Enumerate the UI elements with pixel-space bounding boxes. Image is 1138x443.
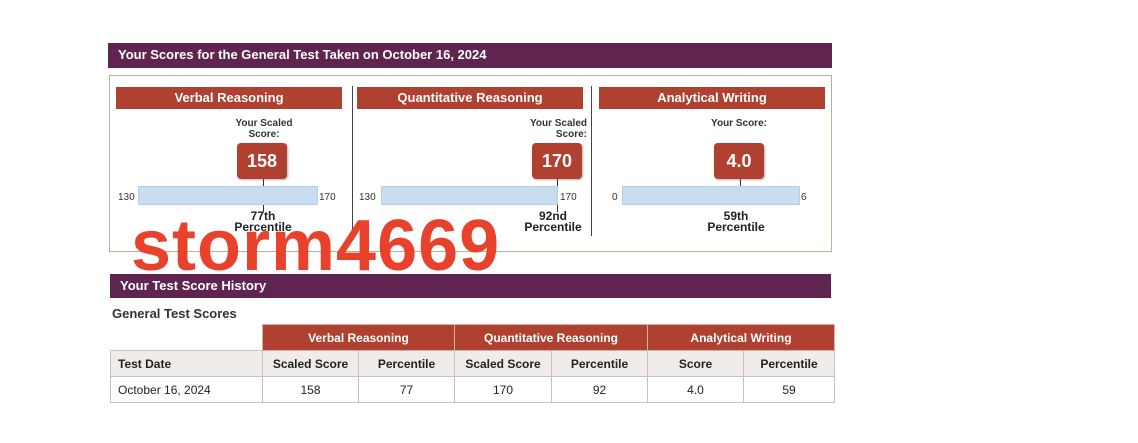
verbal-scale-min: 130 (118, 192, 135, 203)
panel-divider (352, 86, 353, 236)
writing-percentile: 59th Percentile (696, 209, 776, 234)
verbal-percentile-word: Percentile (234, 220, 292, 234)
quant-scale-max: 170 (560, 192, 577, 203)
verbal-panel: Verbal Reasoning Your Scaled Score: 158 … (110, 76, 350, 251)
col-header-writing-percentile: Percentile (743, 350, 835, 377)
cell-verbal-scaled: 158 (262, 376, 359, 403)
verbal-scale-max: 170 (319, 192, 336, 203)
group-header-verbal: Verbal Reasoning (262, 324, 455, 351)
col-header-writing-score: Score (647, 350, 744, 377)
quant-scale-min: 130 (359, 192, 376, 203)
score-report-title: Your Scores for the General Test Taken o… (108, 43, 832, 68)
cell-quant-scaled: 170 (454, 376, 552, 403)
verbal-score-track (138, 186, 318, 205)
quant-score-track (381, 186, 558, 205)
cell-test-date: October 16, 2024 (110, 376, 263, 403)
cell-quant-percentile: 92 (551, 376, 648, 403)
general-test-scores-subtitle: General Test Scores (112, 306, 237, 321)
verbal-scaled-score-label: Your Scaled Score: (235, 118, 293, 140)
cell-writing-score: 4.0 (647, 376, 744, 403)
col-header-verbal-percentile: Percentile (358, 350, 455, 377)
writing-panel-title: Analytical Writing (599, 87, 825, 109)
score-history-table: Verbal Reasoning Quantitative Reasoning … (110, 324, 835, 403)
writing-panel: Analytical Writing Your Score: 4.0 0 6 5… (592, 76, 832, 251)
table-row: October 16, 2024 158 77 170 92 4.0 59 (110, 376, 835, 403)
group-header-row: Verbal Reasoning Quantitative Reasoning … (111, 324, 835, 351)
group-header-writing: Analytical Writing (647, 324, 835, 351)
column-header-row: Test Date Scaled Score Percentile Scaled… (110, 350, 835, 377)
verbal-score-badge: 158 (237, 143, 287, 179)
cell-writing-percentile: 59 (743, 376, 835, 403)
col-header-test-date: Test Date (110, 350, 263, 377)
panel-divider (591, 86, 592, 236)
writing-scale-min: 0 (612, 192, 618, 203)
writing-score-badge: 4.0 (714, 143, 764, 179)
verbal-percentile: 77th Percentile (223, 209, 303, 234)
quant-scaled-score-label: Your Scaled Score: (529, 118, 587, 140)
writing-scale-max: 6 (801, 192, 807, 203)
quant-score-badge: 170 (532, 143, 582, 179)
group-header-blank (111, 325, 263, 351)
writing-percentile-word: Percentile (707, 220, 765, 234)
watermark-text: storm4669 (131, 206, 501, 286)
verbal-panel-title: Verbal Reasoning (116, 87, 342, 109)
col-header-verbal-scaled: Scaled Score (262, 350, 359, 377)
group-header-quant: Quantitative Reasoning (454, 324, 648, 351)
writing-percentile-rank: 59th (723, 209, 749, 223)
cell-verbal-percentile: 77 (358, 376, 455, 403)
col-header-quant-scaled: Scaled Score (454, 350, 552, 377)
quant-panel: Quantitative Reasoning Your Scaled Score… (351, 76, 591, 251)
quant-percentile-word: Percentile (524, 220, 582, 234)
score-history-title: Your Test Score History (110, 274, 831, 298)
score-panels: Verbal Reasoning Your Scaled Score: 158 … (109, 75, 832, 252)
quant-percentile: 92nd Percentile (513, 209, 593, 234)
writing-scaled-score-label: Your Score: (711, 118, 767, 129)
quant-percentile-rank: 92nd (538, 209, 567, 223)
quant-panel-title: Quantitative Reasoning (357, 87, 583, 109)
col-header-quant-percentile: Percentile (551, 350, 648, 377)
verbal-percentile-rank: 77th (250, 209, 276, 223)
writing-score-track (622, 186, 800, 205)
